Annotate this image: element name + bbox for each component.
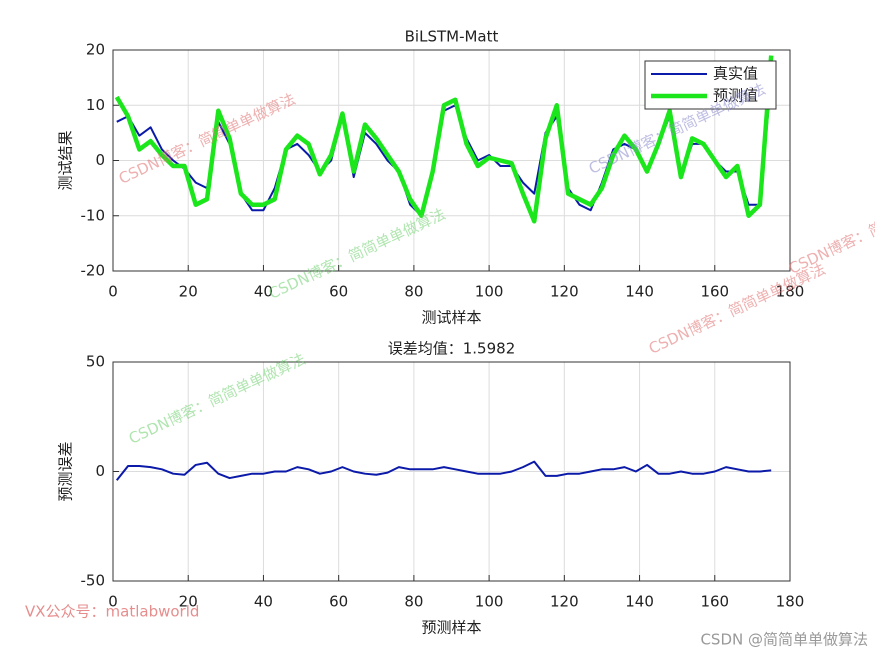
y-tick-label: 10 bbox=[86, 96, 105, 114]
legend-label: 真实值 bbox=[713, 65, 758, 83]
axes-box bbox=[112, 361, 791, 582]
axes-box bbox=[112, 49, 791, 272]
x-tick-label: 20 bbox=[179, 593, 198, 611]
series-line bbox=[114, 55, 774, 224]
series-line bbox=[115, 460, 772, 481]
y-tick-label: -20 bbox=[81, 262, 106, 280]
y-axis-label: 测试结果 bbox=[57, 130, 75, 190]
y-tick-label: 20 bbox=[86, 41, 105, 59]
x-tick-label: 120 bbox=[550, 283, 579, 301]
y-tick-label: 0 bbox=[95, 462, 105, 480]
x-tick-label: 160 bbox=[700, 593, 729, 611]
x-tick-label: 0 bbox=[108, 593, 118, 611]
chart-title: BiLSTM-Matt bbox=[405, 28, 499, 46]
x-tick-label: 40 bbox=[254, 593, 273, 611]
y-axis-label: 预测误差 bbox=[57, 441, 75, 501]
footer-right: CSDN @简简单单做算法 bbox=[700, 631, 868, 649]
x-tick-label: 140 bbox=[625, 283, 654, 301]
y-tick-label: 0 bbox=[95, 151, 105, 169]
x-tick-label: 140 bbox=[625, 593, 654, 611]
watermark: CSDN博客：简简单单做算法 bbox=[786, 180, 875, 278]
x-tick-label: 60 bbox=[329, 593, 348, 611]
x-tick-label: 60 bbox=[329, 283, 348, 301]
x-tick-label: 20 bbox=[179, 283, 198, 301]
x-tick-label: 160 bbox=[700, 283, 729, 301]
x-axis-label: 测试样本 bbox=[421, 309, 481, 327]
legend-box bbox=[644, 60, 777, 110]
x-tick-label: 80 bbox=[404, 283, 423, 301]
x-tick-label: 180 bbox=[776, 593, 805, 611]
y-tick-label: 50 bbox=[86, 353, 105, 371]
x-axis-label: 预测样本 bbox=[421, 619, 481, 637]
y-tick-label: -10 bbox=[81, 206, 106, 224]
footer-left: VX公众号：matlabworld bbox=[25, 603, 199, 621]
x-tick-label: 100 bbox=[475, 283, 504, 301]
x-tick-label: 120 bbox=[550, 593, 579, 611]
x-tick-label: 80 bbox=[404, 593, 423, 611]
x-tick-label: 0 bbox=[108, 283, 118, 301]
legend-label: 预测值 bbox=[713, 87, 758, 105]
x-tick-label: 100 bbox=[475, 593, 504, 611]
x-tick-label: 40 bbox=[254, 283, 273, 301]
watermark: CSDN博客：简简单单做算法 bbox=[646, 260, 828, 358]
chart-title: 误差均值：1.5982 bbox=[388, 340, 516, 358]
x-tick-label: 180 bbox=[776, 283, 805, 301]
y-tick-label: -50 bbox=[81, 572, 106, 590]
